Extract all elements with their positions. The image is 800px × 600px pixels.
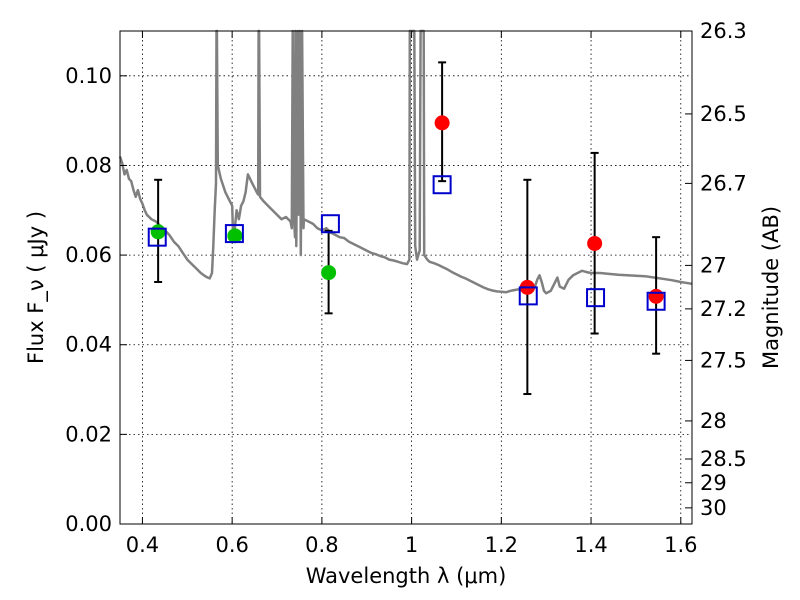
x-tick-label: 0.6 (215, 533, 248, 557)
right-tick-label: 30 (700, 496, 727, 520)
model-square-point (320, 214, 340, 234)
model-square-point (518, 286, 538, 306)
green-circle-point (150, 224, 166, 240)
x-tick-label: 1.6 (664, 533, 697, 557)
right-axis-label: Magnitude (AB) (759, 206, 783, 369)
model-square-point (586, 288, 606, 308)
right-tick-label: 26.3 (700, 19, 747, 43)
x-tick-label: 1.4 (574, 533, 607, 557)
right-tick-label: 27 (700, 253, 727, 277)
red-circle-point (648, 288, 664, 304)
y-axis-ticks: 0.00 0.02 0.04 0.06 0.08 0.10 (65, 64, 127, 536)
right-tick-label: 26.7 (700, 171, 747, 195)
green-circle-point (321, 265, 337, 281)
x-tick-label: 1.2 (485, 533, 518, 557)
x-tick-label: 0.4 (126, 533, 159, 557)
x-tick-label: 0.8 (305, 533, 338, 557)
red-circle-point (587, 235, 603, 251)
right-tick-label: 26.5 (700, 102, 747, 126)
model-square-point (147, 227, 167, 247)
data-markers (147, 115, 666, 311)
error-bars (154, 61, 661, 396)
right-tick-label: 28.5 (700, 447, 747, 471)
y-tick-label: 0.08 (65, 153, 112, 177)
model-square-point (646, 291, 666, 311)
x-axis-ticks: 0.4 0.6 0.8 1 1.2 1.4 1.6 (126, 31, 697, 557)
right-tick-label: 28 (700, 409, 727, 433)
y-axis-label: Flux F_ν ( μJy ) (24, 211, 49, 364)
y-tick-label: 0.04 (65, 333, 112, 357)
y-tick-label: 0.02 (65, 422, 112, 446)
right-tick-label: 27.2 (700, 297, 747, 321)
model-square-point (432, 175, 452, 195)
red-circle-point (434, 115, 450, 131)
y-tick-label: 0.06 (65, 243, 112, 267)
right-tick-label: 29 (700, 471, 727, 495)
y-tick-label: 0.10 (65, 64, 112, 88)
template-spectrum-line (118, 29, 693, 295)
green-circle-point (227, 228, 243, 244)
template-spectrum (118, 29, 693, 295)
right-tick-label: 27.5 (700, 348, 747, 372)
x-axis-label: Wavelength λ (μm) (306, 564, 507, 588)
y-tick-label: 0.00 (65, 512, 112, 536)
model-square-point (224, 224, 244, 244)
x-tick-label: 1 (405, 533, 418, 557)
plot-frame (119, 30, 693, 525)
